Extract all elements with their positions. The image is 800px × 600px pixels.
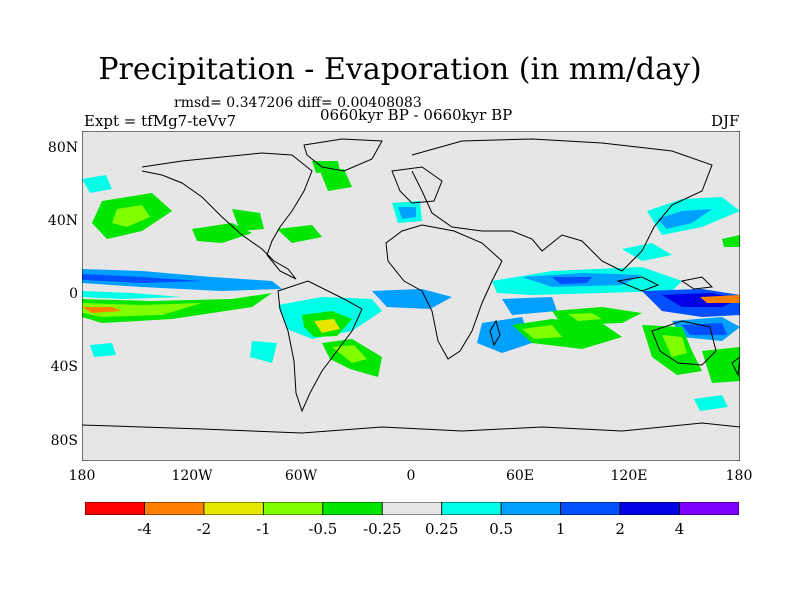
season-label: DJF	[711, 112, 740, 130]
colorbar-swatch	[679, 502, 739, 515]
y-tick-80s: 80S	[50, 433, 78, 449]
experiment-label: Expt = tfMg7-teVv7	[84, 112, 237, 130]
colorbar-swatch	[85, 502, 145, 515]
precip-evap-map	[82, 131, 740, 461]
x-tick-180e: 180	[725, 468, 753, 484]
colorbar-label: -0.5	[308, 520, 338, 538]
colorbar-label: -1	[256, 520, 271, 538]
x-tick-120e: 120E	[610, 468, 648, 484]
colorbar-label: 0.5	[489, 520, 514, 538]
period-text: 0660kyr BP - 0660kyr BP	[320, 106, 513, 124]
colorbar-swatch	[560, 502, 621, 515]
coastlines	[82, 138, 740, 434]
y-tick-80n: 80N	[47, 140, 78, 156]
stats-text: rmsd= 0.347206 diff= 0.00408083	[174, 95, 422, 111]
x-tick-0: 0	[406, 468, 416, 484]
colorbar-swatch	[144, 502, 205, 515]
colorbar-swatch	[322, 502, 383, 515]
colorbar-swatch	[203, 502, 264, 515]
colorbar-swatch	[262, 502, 324, 515]
y-tick-40s: 40S	[50, 359, 78, 375]
colorbar-swatch	[381, 502, 443, 515]
y-tick-40n: 40N	[47, 213, 78, 229]
colorbar-label: -4	[137, 520, 152, 538]
x-tick-60e: 60E	[505, 468, 535, 484]
colorbar	[85, 502, 739, 515]
map-title: Precipitation - Evaporation (in mm/day)	[98, 52, 702, 87]
colorbar-swatch	[619, 502, 680, 515]
y-tick-0: 0	[69, 286, 78, 302]
anomaly-fills	[82, 161, 740, 411]
colorbar-label: 4	[674, 520, 685, 538]
colorbar-label: 0.25	[424, 520, 459, 538]
colorbar-label: 2	[615, 520, 625, 538]
colorbar-label: 1	[555, 520, 566, 538]
x-tick-60w: 60W	[284, 468, 318, 484]
colorbar-swatch	[500, 502, 562, 515]
x-tick-120w: 120W	[171, 468, 213, 484]
colorbar-label: -0.25	[363, 520, 402, 538]
colorbar-label: -2	[196, 520, 212, 538]
colorbar-swatch	[441, 502, 502, 515]
x-tick-180w: 180	[68, 468, 96, 484]
